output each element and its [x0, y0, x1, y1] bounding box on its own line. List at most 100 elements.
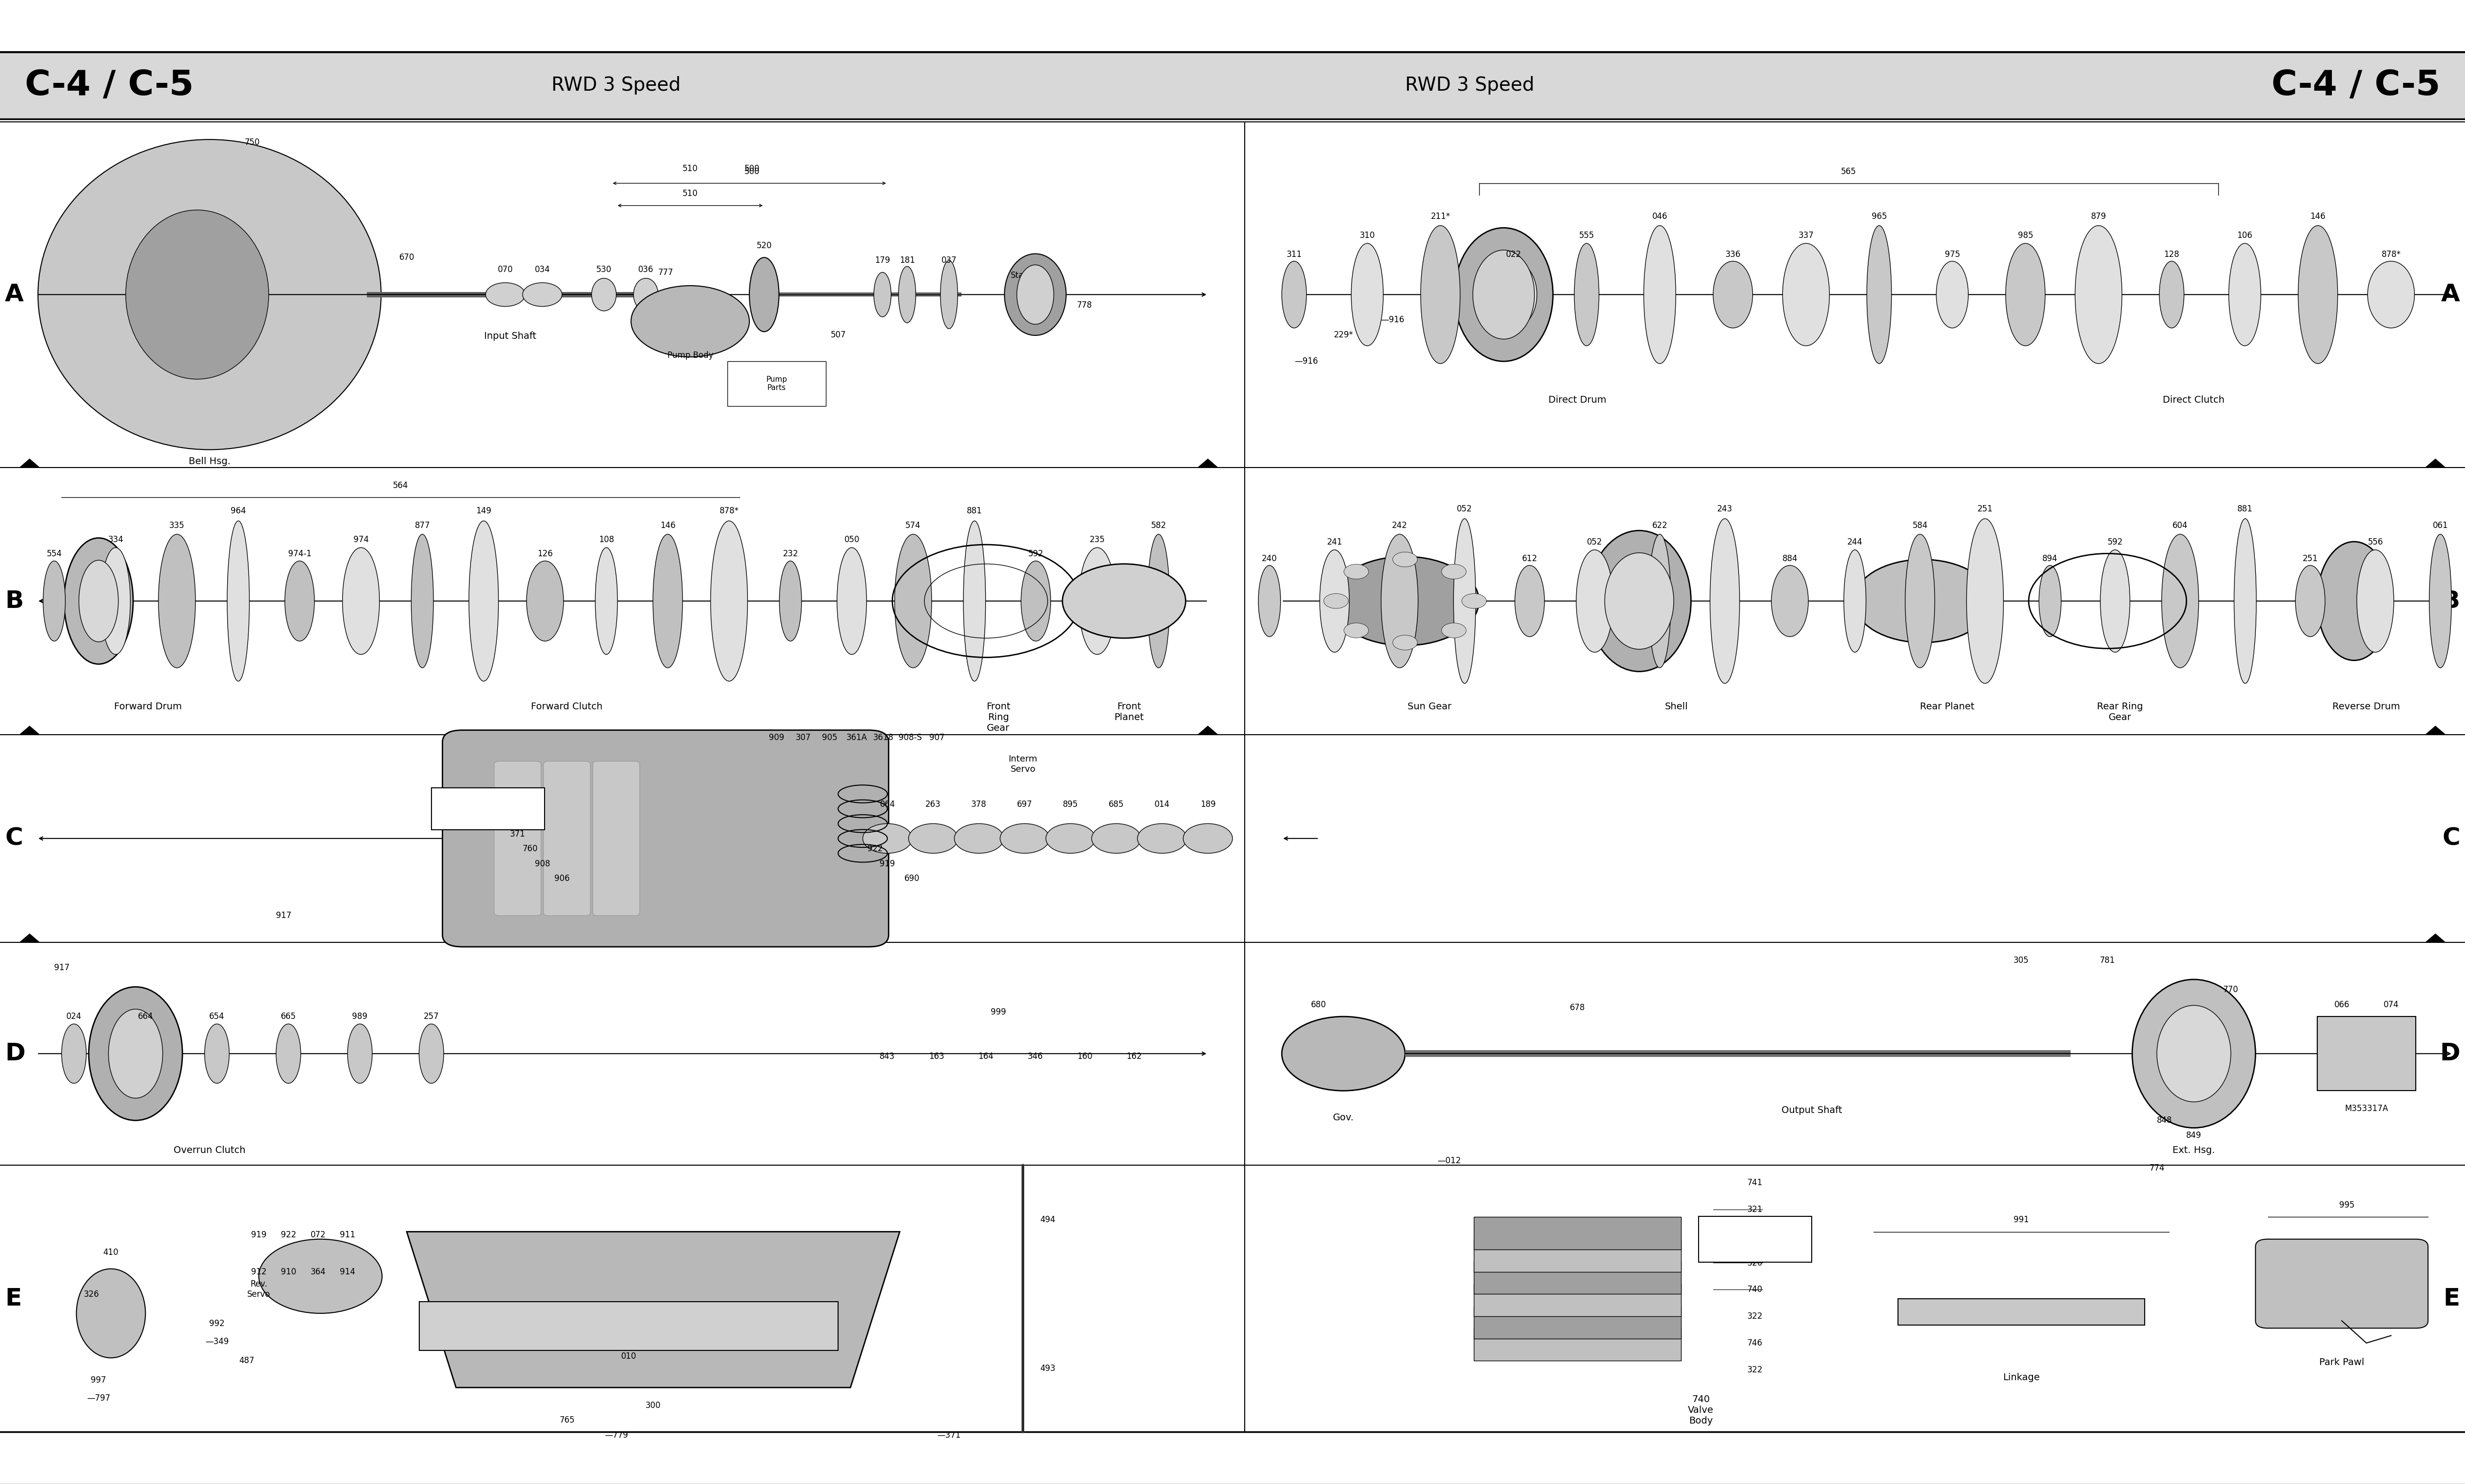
Text: 326: 326	[84, 1290, 99, 1298]
Text: 128: 128	[2164, 251, 2179, 258]
Text: 881: 881	[2238, 505, 2253, 513]
Text: 010: 010	[621, 1352, 636, 1361]
Ellipse shape	[1489, 261, 1538, 328]
Text: 066: 066	[2334, 1000, 2349, 1009]
Text: 774: 774	[2149, 1163, 2164, 1172]
Text: 905: 905	[823, 733, 838, 742]
Text: C: C	[2443, 827, 2460, 850]
Ellipse shape	[126, 209, 269, 378]
Text: 244: 244	[1846, 537, 1864, 546]
Text: 364: 364	[311, 1267, 325, 1276]
Text: 746: 746	[1748, 1339, 1762, 1347]
Text: 849: 849	[2186, 1131, 2201, 1140]
Text: 582: 582	[1151, 521, 1166, 530]
Circle shape	[1393, 635, 1417, 650]
Text: 106: 106	[2238, 232, 2253, 240]
Text: 024: 024	[67, 1012, 81, 1021]
Text: 160: 160	[1077, 1052, 1092, 1061]
Text: D: D	[2440, 1042, 2460, 1066]
Ellipse shape	[873, 272, 890, 316]
Text: 074: 074	[2384, 1000, 2398, 1009]
Ellipse shape	[1319, 551, 1348, 653]
Text: 257: 257	[424, 1012, 439, 1021]
Text: 336: 336	[1726, 251, 1740, 258]
FancyBboxPatch shape	[1474, 1217, 1681, 1250]
Ellipse shape	[1967, 519, 2004, 683]
Ellipse shape	[101, 548, 131, 654]
Text: —012: —012	[1437, 1156, 1462, 1165]
Ellipse shape	[710, 521, 747, 681]
Ellipse shape	[1905, 534, 1935, 668]
Text: Park Pawl: Park Pawl	[2320, 1358, 2364, 1367]
Text: 592: 592	[2108, 537, 2122, 546]
Text: 510: 510	[683, 165, 698, 172]
Text: Forward Drum: Forward Drum	[113, 702, 182, 711]
Ellipse shape	[1282, 261, 1306, 328]
Text: Linkage: Linkage	[2004, 1373, 2039, 1382]
Text: 612: 612	[1521, 554, 1538, 562]
Circle shape	[1001, 824, 1050, 853]
Text: —916: —916	[1294, 358, 1319, 365]
Text: 778: 778	[1077, 301, 1092, 309]
Text: 337: 337	[1799, 232, 1814, 240]
Bar	[2317, 1017, 2416, 1091]
Ellipse shape	[2159, 261, 2184, 328]
Text: 999: 999	[991, 1008, 1006, 1017]
Text: Forward Clutch: Forward Clutch	[530, 702, 604, 711]
Text: 974-1: 974-1	[288, 549, 311, 558]
Text: Gov.: Gov.	[1334, 1113, 1353, 1122]
Text: 037: 037	[942, 257, 956, 264]
Ellipse shape	[348, 1024, 372, 1083]
Circle shape	[1343, 564, 1368, 579]
Ellipse shape	[1472, 249, 1533, 338]
Ellipse shape	[89, 987, 182, 1120]
Text: A: A	[5, 283, 25, 306]
FancyBboxPatch shape	[2255, 1239, 2428, 1328]
Ellipse shape	[2295, 565, 2324, 637]
Text: 917: 917	[54, 963, 69, 972]
Text: 146: 146	[2310, 212, 2324, 221]
Ellipse shape	[205, 1024, 229, 1083]
Polygon shape	[1198, 459, 1218, 467]
Ellipse shape	[42, 561, 64, 641]
Text: 146: 146	[661, 521, 675, 530]
Text: 919: 919	[880, 859, 895, 868]
Ellipse shape	[108, 1009, 163, 1098]
Text: Pump
Parts: Pump Parts	[767, 375, 786, 392]
Polygon shape	[2426, 459, 2445, 467]
Ellipse shape	[2233, 519, 2255, 683]
Text: 163: 163	[929, 1052, 944, 1061]
Circle shape	[1092, 824, 1141, 853]
Ellipse shape	[1844, 551, 1866, 653]
Text: 493: 493	[1040, 1364, 1055, 1373]
Text: Interm
Servo: Interm Servo	[1008, 755, 1038, 773]
Circle shape	[1442, 564, 1467, 579]
Ellipse shape	[1935, 261, 1967, 328]
Text: 914: 914	[340, 1267, 355, 1276]
Text: 884: 884	[1782, 554, 1797, 562]
Text: 500: 500	[744, 168, 759, 175]
Ellipse shape	[1649, 534, 1671, 668]
Ellipse shape	[592, 278, 616, 310]
Text: 907: 907	[929, 733, 944, 742]
Text: 781: 781	[2100, 956, 2115, 965]
Text: 878*: 878*	[720, 506, 740, 515]
Text: 574: 574	[905, 521, 922, 530]
Text: C-4 / C-5: C-4 / C-5	[25, 68, 192, 102]
Ellipse shape	[1711, 519, 1740, 683]
Text: 242: 242	[1393, 521, 1408, 530]
Ellipse shape	[1146, 534, 1168, 668]
Text: 189: 189	[1200, 800, 1215, 809]
Text: Rear Ring
Gear: Rear Ring Gear	[2098, 702, 2142, 721]
Ellipse shape	[897, 266, 915, 322]
Ellipse shape	[1016, 264, 1053, 324]
Text: 022: 022	[1506, 251, 1521, 258]
Polygon shape	[20, 933, 39, 942]
Text: 843: 843	[880, 1052, 895, 1061]
Text: C-4 / C-5: C-4 / C-5	[2273, 68, 2440, 102]
Text: 741: 741	[1748, 1178, 1762, 1187]
Ellipse shape	[1080, 548, 1117, 654]
Bar	[0, 52, 2465, 119]
Text: 487: 487	[239, 1356, 254, 1365]
Text: E: E	[2443, 1287, 2460, 1310]
